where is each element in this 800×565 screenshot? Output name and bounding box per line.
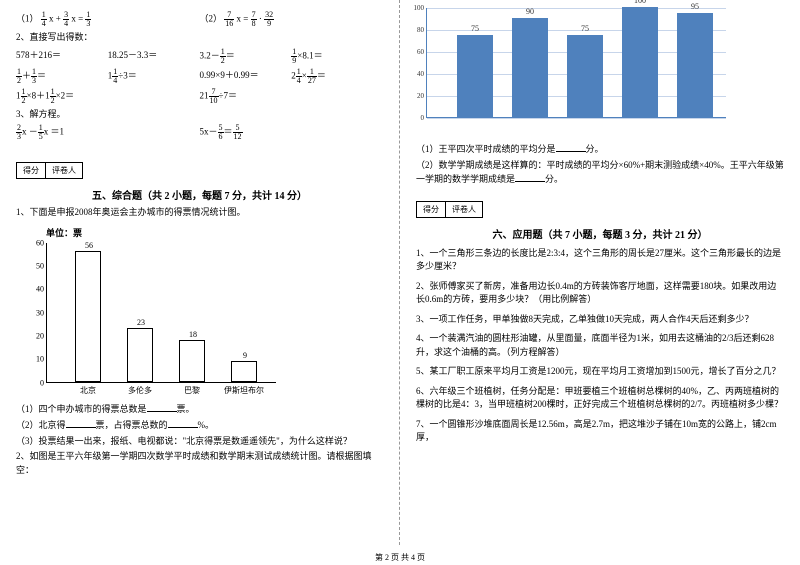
calc-c: 3.2－12＝: [200, 48, 292, 65]
calc-g: 0.99×9＋0.99＝: [200, 68, 292, 85]
score-chart: 02040608010075907510095: [426, 8, 766, 138]
score-box: 得分评卷人: [16, 162, 83, 179]
calc-h: 214×127＝: [291, 68, 383, 85]
q5-1c: （3）投票结果一出来，报纸、电视都说："北京得票是数遥遥领先"，为什么这样说？: [16, 435, 383, 449]
q6-1: 1、一个三角形三条边的长度比是2:3:4，这个三角形的周长是27厘米。这个三角形…: [416, 247, 784, 274]
page-footer: 第 2 页 共 4 页: [0, 552, 800, 563]
q6-4: 4、一个装满汽油的圆柱形油罐，从里面量，底面半径为1米，如用去这桶油的2/3后还…: [416, 332, 784, 359]
item2: 2、直接写出得数：: [16, 31, 383, 45]
eq1-1: （1） 14 x + 34 x = 13: [16, 11, 200, 28]
q5-1b: （2）北京得票，占得票总数的%。: [16, 418, 383, 433]
section5-title: 五、综合题（共 2 小题，每题 7 分，共计 14 分）: [16, 187, 383, 202]
q6-5: 5、某工厂职工原来平均月工资是1200元，现在平均月工资增加到1500元，增长了…: [416, 365, 784, 379]
qr2: （2）数学学期成绩是这样算的：平时成绩的平均分×60%+期末测验成绩×40%。王…: [416, 159, 784, 187]
calc-a: 578＋216＝: [16, 48, 108, 65]
calc-i: 112×8＋112×2＝: [16, 88, 108, 105]
q6-7: 7、一个圆锥形沙堆底面周长是12.56m，高是2.7m，把这堆沙子铺在10m宽的…: [416, 418, 784, 445]
q5-1a: （1）四个申办城市的得票总数是票。: [16, 402, 383, 417]
vote-chart: 单位：票 010203040506056北京23多伦多18巴黎9伊斯坦布尔: [46, 226, 306, 396]
calc-e: 12＋13＝: [16, 68, 108, 85]
q5-1: 1、下面是申报2008年奥运会主办城市的得票情况统计图。: [16, 206, 383, 220]
calc-d: 19×8.1＝: [291, 48, 383, 65]
calc-f: 114÷3＝: [108, 68, 200, 85]
q6-3: 3、一项工作任务，甲单独做8天完成，乙单独做10天完成，两人合作4天后还剩多少？: [416, 313, 784, 327]
section6-title: 六、应用题（共 7 小题，每题 3 分，共计 21 分）: [416, 226, 784, 241]
calc-j: 21710÷7＝: [200, 88, 292, 105]
calc-b: 18.25－3.3＝: [108, 48, 200, 65]
item3: 3、解方程。: [16, 108, 383, 122]
eq3a: 23x －15x ＝1: [16, 124, 200, 141]
right-column: 02040608010075907510095 （1）王平四次平时成绩的平均分是…: [400, 0, 800, 545]
q6-2: 2、张师傅家买了新房，准备用边长0.4m的方砖装饰客厅地面，这样需要180块。如…: [416, 280, 784, 307]
qr1: （1）王平四次平时成绩的平均分是分。: [416, 142, 784, 157]
q6-6: 6、六年级三个班植树，任务分配是：甲班要植三个班植树总棵树的40%，乙、丙两班植…: [416, 385, 784, 412]
q5-2: 2、如图是王平六年级第一学期四次数学平时成绩和数学期末测试成绩统计图。请根据图填…: [16, 450, 383, 477]
eq3b: 5x－56＝512: [200, 124, 384, 141]
eq1-2: （2） 716 x = 78 · 329: [200, 11, 384, 28]
left-column: （1） 14 x + 34 x = 13 （2） 716 x = 78 · 32…: [0, 0, 400, 545]
chart1-title: 单位：票: [46, 226, 306, 239]
score-box-r: 得分评卷人: [416, 201, 483, 218]
